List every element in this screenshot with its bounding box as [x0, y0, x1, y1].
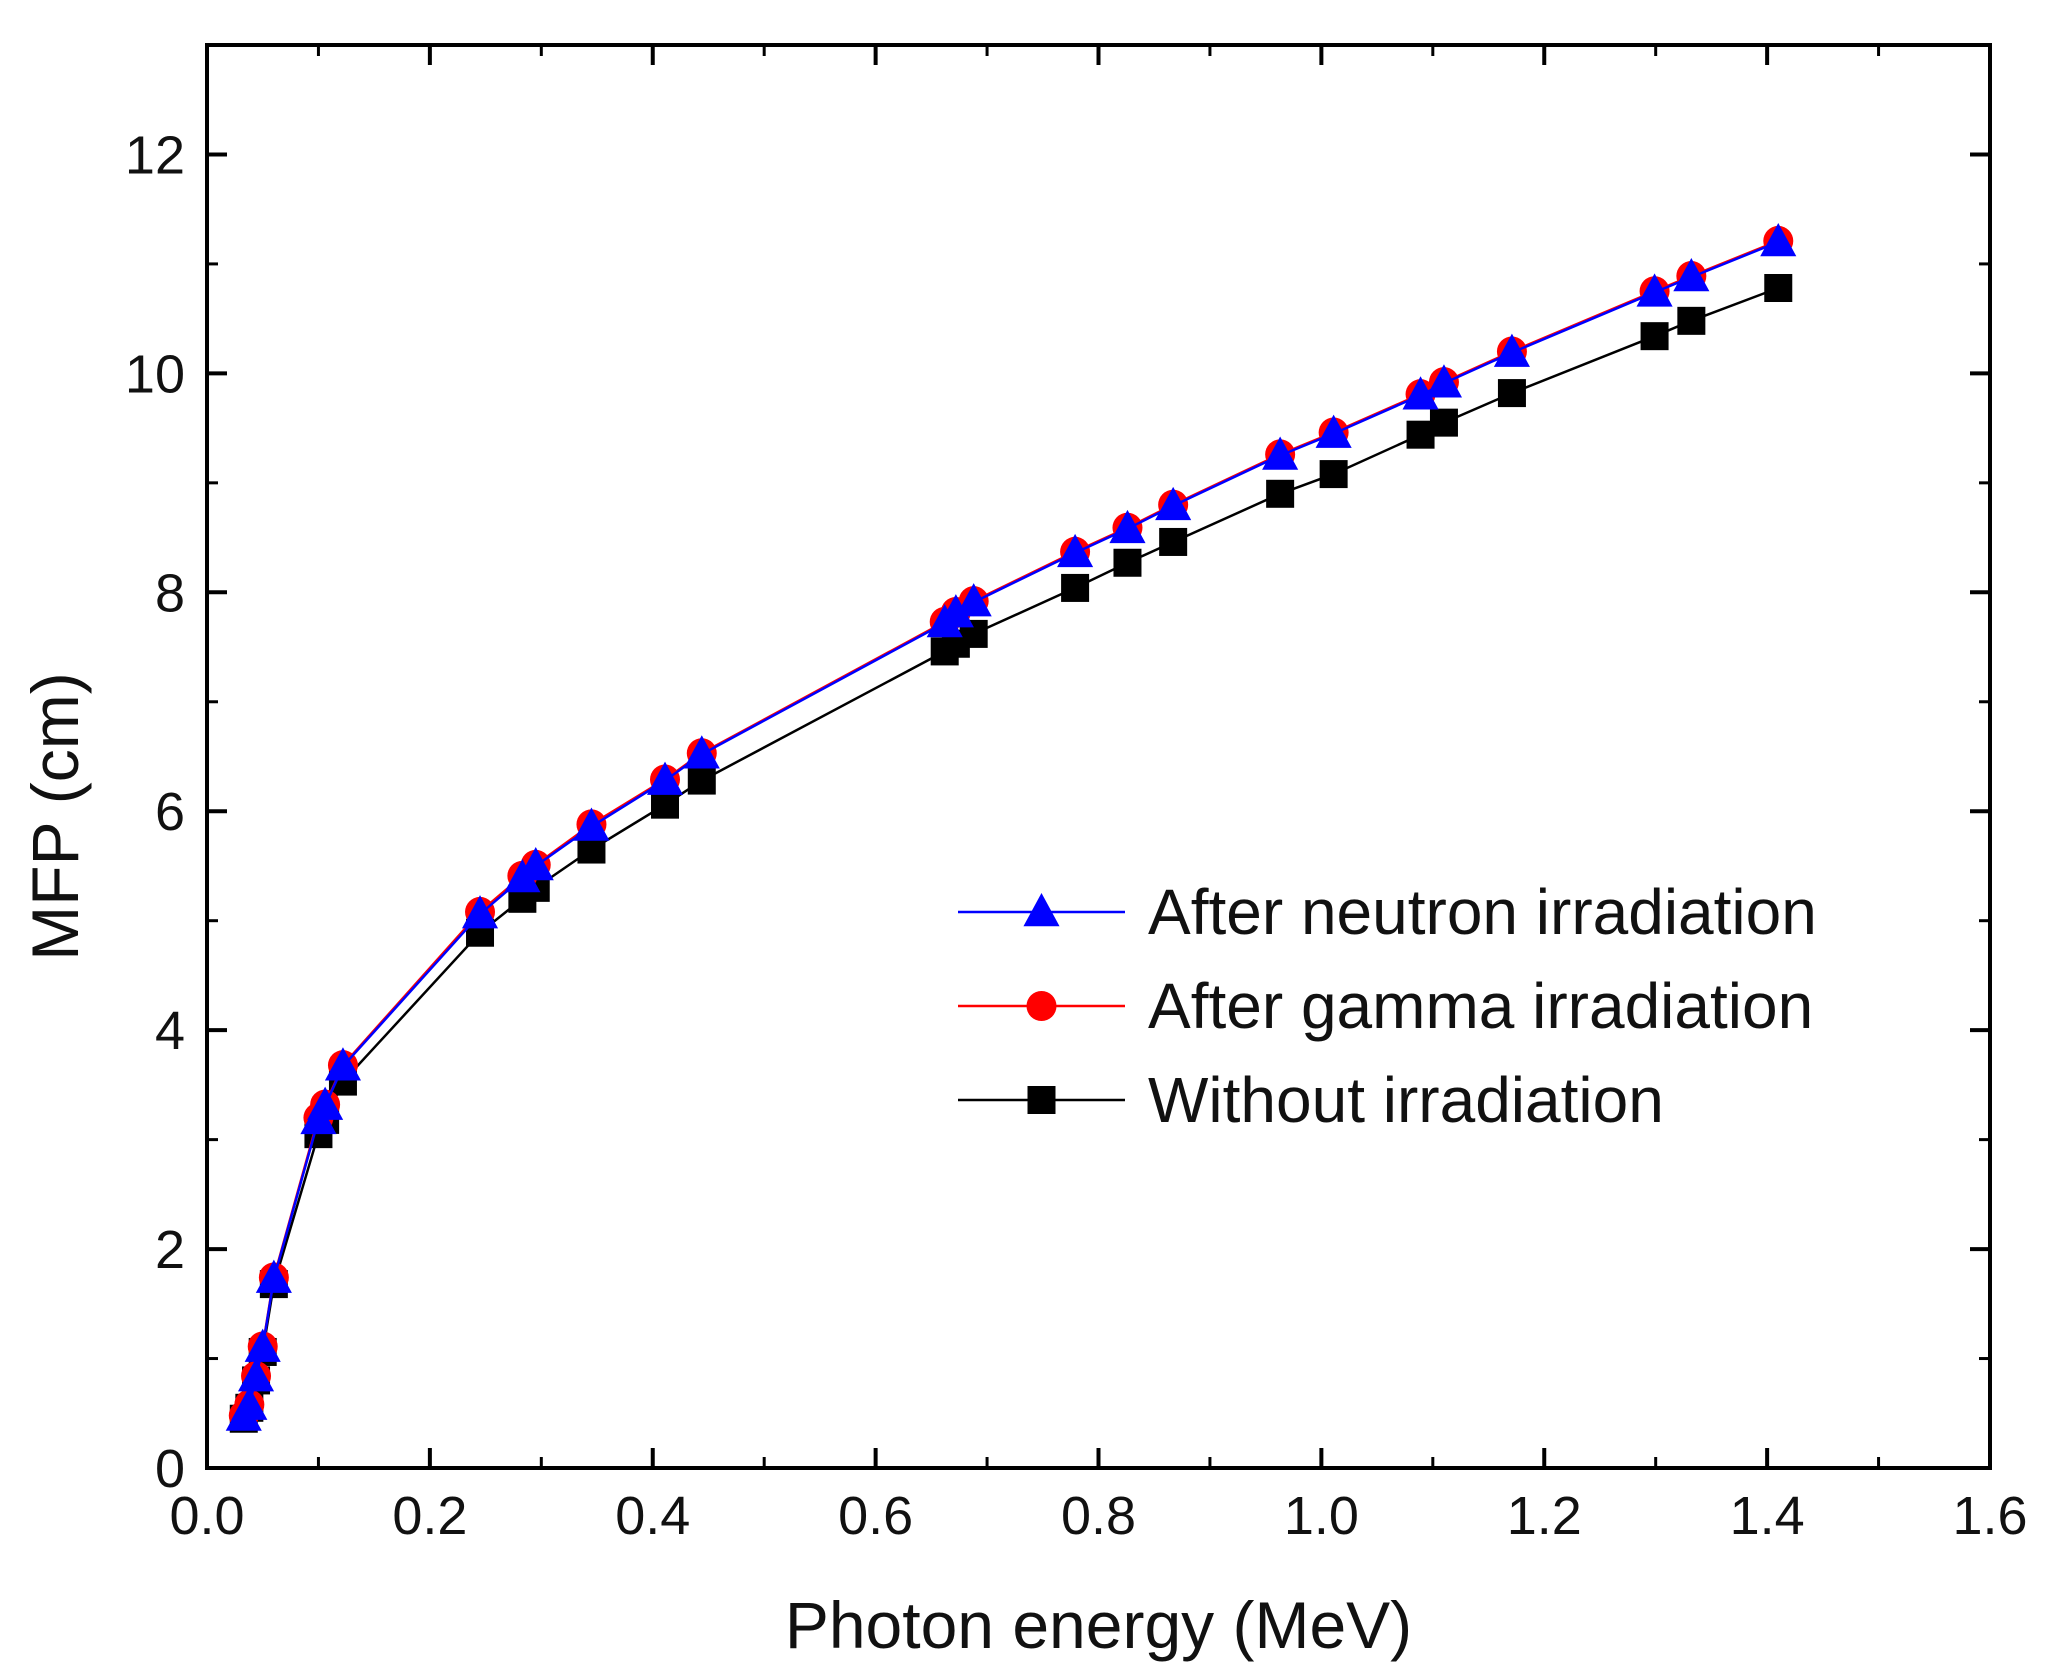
data-point-after-neutron-irradiation	[1673, 258, 1710, 292]
data-point-without-irradiation	[1266, 479, 1295, 508]
data-point-after-neutron-irradiation	[1057, 533, 1094, 568]
data-point-after-neutron-irradiation	[324, 1047, 362, 1081]
data-point-without-irradiation	[687, 766, 716, 795]
data-point-after-neutron-irradiation	[244, 1328, 281, 1362]
data-point-after-neutron-irradiation	[307, 1086, 344, 1120]
data-point-after-neutron-irradiation	[1425, 364, 1463, 398]
axes	[205, 43, 1992, 1470]
data-point-after-neutron-irradiation	[461, 895, 499, 929]
y-tick-label: 12	[125, 125, 185, 185]
data-point-without-irradiation	[1406, 420, 1435, 449]
data-point-after-neutron-irradiation	[1493, 333, 1530, 367]
x-tick-label: 0.0	[169, 1486, 244, 1546]
data-point-after-neutron-irradiation	[1155, 486, 1192, 521]
data-point-after-neutron-irradiation	[517, 846, 554, 881]
x-tick-label: 0.8	[1061, 1486, 1136, 1546]
x-tick-label: 1.2	[1507, 1486, 1582, 1546]
data-point-without-irradiation	[1113, 548, 1142, 577]
data-point-without-irradiation	[1677, 306, 1706, 335]
data-point-after-neutron-irradiation	[231, 1386, 268, 1420]
data-point-after-neutron-irradiation	[1402, 376, 1439, 410]
x-tick-label: 0.6	[838, 1486, 913, 1546]
plot-frame	[205, 43, 1992, 1470]
data-point-after-neutron-irradiation	[683, 735, 720, 769]
data-point-without-irradiation	[1319, 460, 1348, 489]
series-layer	[225, 223, 1797, 1433]
data-point-after-neutron-irradiation	[1262, 436, 1299, 470]
y-tick-label: 8	[155, 563, 185, 623]
y-tick-label: 4	[155, 1001, 185, 1061]
y-tick-label: 0	[155, 1439, 185, 1499]
data-point-after-neutron-irradiation	[937, 594, 974, 628]
x-tick-label: 1.4	[1730, 1486, 1805, 1546]
data-point-after-neutron-irradiation	[1636, 273, 1673, 307]
data-point-without-irradiation	[1429, 408, 1458, 437]
data-point-without-irradiation	[1061, 573, 1090, 602]
data-point-without-irradiation	[651, 790, 680, 819]
x-tick-label: 0.4	[615, 1486, 690, 1546]
y-tick-label: 10	[125, 344, 185, 404]
data-point-after-neutron-irradiation	[255, 1259, 292, 1293]
legend-marker-without-irradiation	[1027, 1086, 1056, 1114]
series-without-irradiation	[229, 274, 1793, 1433]
data-point-without-irradiation	[1640, 322, 1669, 351]
series-after-neutron-irradiation	[225, 223, 1797, 1431]
legend: After neutron irradiation After gamma irr…	[958, 876, 1817, 1136]
data-point-without-irradiation	[1764, 274, 1793, 303]
data-point-after-neutron-irradiation	[955, 583, 992, 617]
legend-label-after-gamma-irradiation: After gamma irradiation	[1148, 970, 1813, 1042]
series-line-after-neutron-irradiation	[242, 240, 1779, 1418]
data-point-after-neutron-irradiation	[646, 761, 684, 795]
legend-marker-after-neutron-irradiation	[1023, 893, 1060, 927]
data-point-after-neutron-irradiation	[573, 807, 610, 841]
x-tick-label: 1.6	[1952, 1486, 2027, 1546]
legend-label-without-irradiation: Without irradiation	[1148, 1064, 1664, 1136]
legend-marker-after-gamma-irradiation	[1026, 991, 1057, 1021]
data-point-without-irradiation	[1159, 527, 1188, 556]
data-point-after-neutron-irradiation	[237, 1358, 275, 1392]
x-tick-label: 1.0	[1284, 1486, 1359, 1546]
legend-label-after-neutron-irradiation: After neutron irradiation	[1148, 876, 1817, 948]
x-tick-label: 0.2	[392, 1486, 467, 1546]
y-axis-title: MFP (cm)	[18, 672, 92, 960]
series-after-gamma-irradiation	[228, 225, 1794, 1431]
x-axis-title: Photon energy (MeV)	[785, 1588, 1412, 1662]
data-point-after-neutron-irradiation	[1760, 223, 1797, 257]
series-line-without-irradiation	[242, 286, 1779, 1420]
ticks: 0.0 0.2 0.4 0.6 0.8 1.0 1.2 1.4 1.6 0 2 4 6 8 10 12	[125, 45, 2028, 1546]
data-point-without-irradiation	[1497, 379, 1526, 408]
y-tick-label: 6	[155, 782, 185, 842]
y-tick-label: 2	[155, 1220, 185, 1280]
data-point-after-neutron-irradiation	[1315, 414, 1352, 448]
data-point-after-neutron-irradiation	[1109, 509, 1146, 544]
series-line-after-gamma-irradiation	[242, 239, 1779, 1417]
